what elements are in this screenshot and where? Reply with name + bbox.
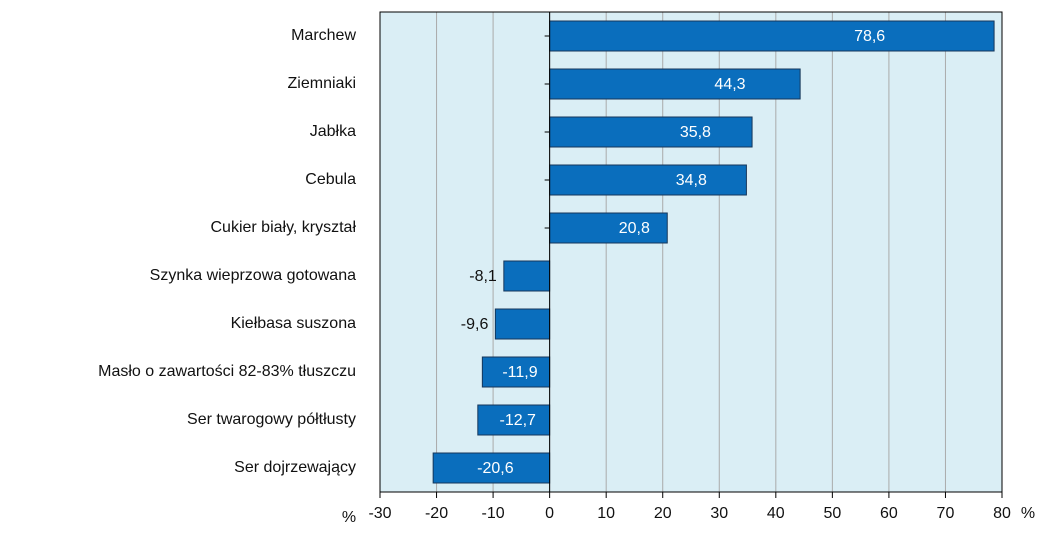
bar [549,20,995,52]
y-tick-label: Ser dojrzewający [234,459,356,476]
y-tick-label: Marchew [291,27,356,44]
y-tick-label: Ziemniaki [288,75,356,92]
x-tick-label: 60 [880,505,898,522]
value-label: -20,6 [477,460,514,477]
y-tick-label: Ser twarogowy półtłusty [187,411,356,428]
x-tick-label: -10 [482,505,505,522]
x-tick-label: 40 [767,505,785,522]
x-unit-right: % [1021,505,1035,522]
y-tick-label: Szynka wieprzowa gotowana [150,267,356,284]
x-tick-label: 10 [597,505,615,522]
y-tick-label: Kiełbasa suszona [231,315,357,332]
x-tick-label: 80 [993,505,1011,522]
value-label: -11,9 [502,364,537,381]
bar [494,308,551,340]
x-tick-label: -30 [368,505,391,522]
bar [481,356,551,388]
y-tick-label: Jabłka [310,123,356,140]
value-label: -8,1 [469,268,497,285]
bar [549,68,801,100]
bar [477,404,551,436]
x-unit-left: % [342,509,356,526]
bar [549,116,753,148]
value-label: 44,3 [714,76,745,93]
bar [432,452,551,484]
value-label: -12,7 [499,412,536,429]
x-tick-label: 20 [654,505,672,522]
plot-border [379,11,1003,493]
bar [549,164,747,196]
value-label: 35,8 [680,124,711,141]
y-tick-label: Masło o zawartości 82-83% tłuszczu [98,363,356,380]
value-label: 78,6 [854,28,885,45]
x-tick-label: 70 [937,505,955,522]
bar [503,260,551,292]
bar [549,212,668,244]
value-label: 34,8 [676,172,707,189]
y-tick-label: Cukier biały, kryształ [210,219,356,236]
x-tick-label: 0 [545,505,554,522]
x-tick-label: 30 [710,505,728,522]
x-tick-label: -20 [425,505,448,522]
y-tick-label: Cebula [305,171,356,188]
value-label: -9,6 [461,316,489,333]
x-tick-label: 50 [823,505,841,522]
value-label: 20,8 [619,220,650,237]
